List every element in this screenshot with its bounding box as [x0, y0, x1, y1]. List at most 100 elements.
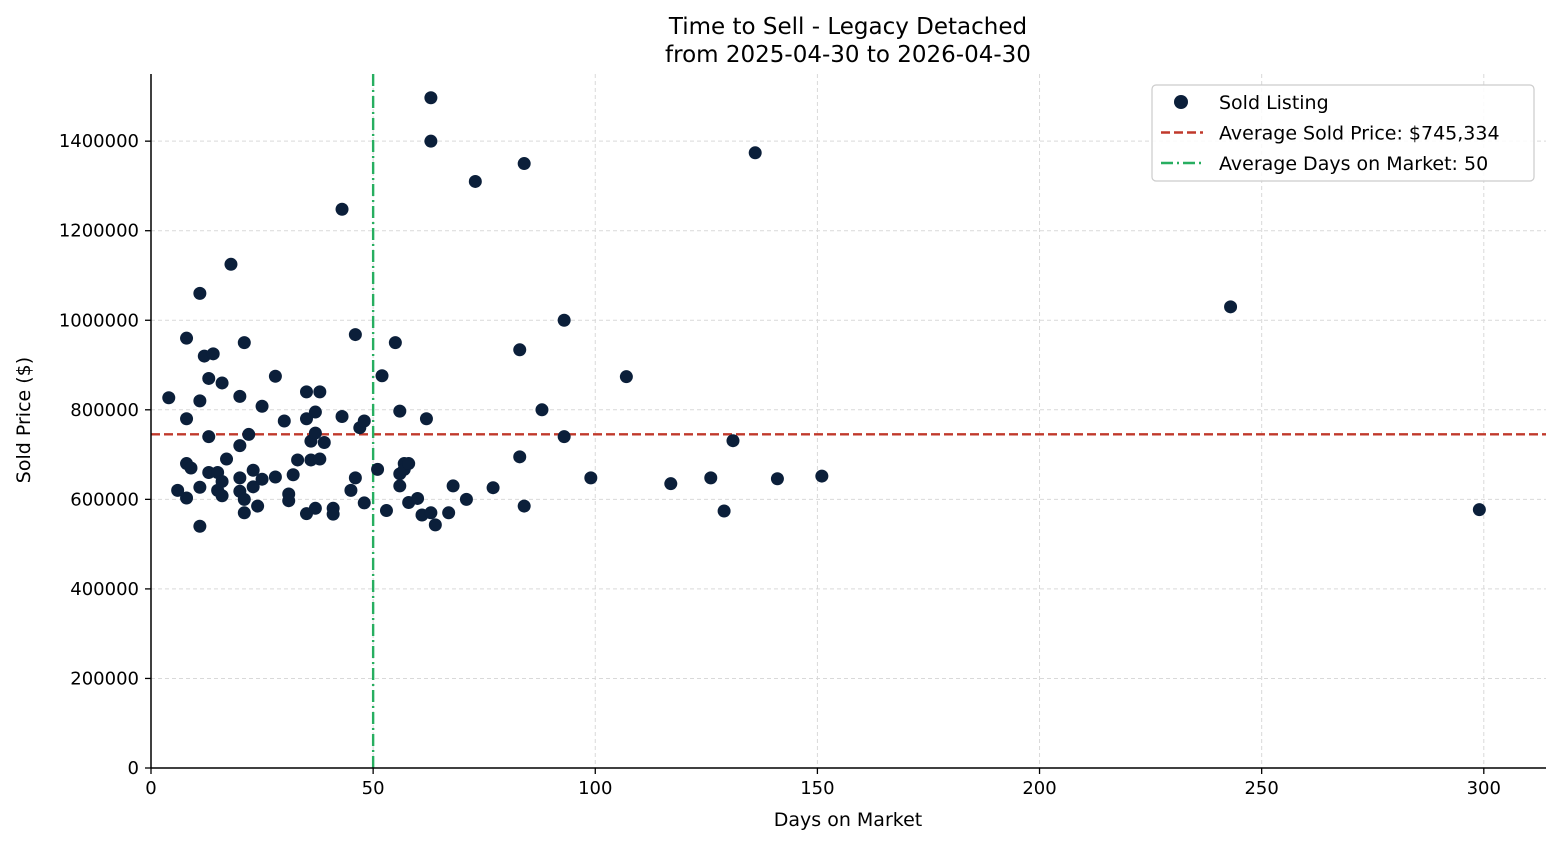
- data-point: [664, 477, 678, 491]
- data-point: [815, 469, 829, 483]
- data-point: [317, 435, 331, 449]
- data-point: [206, 347, 220, 361]
- legend-label: Average Sold Price: $745,334: [1219, 123, 1500, 145]
- y-tick-label: 400000: [70, 579, 139, 600]
- data-point: [357, 496, 371, 510]
- data-point: [180, 491, 194, 505]
- data-point: [726, 434, 740, 448]
- chart-title: Time to Sell - Legacy Detached: [668, 14, 1027, 40]
- data-point: [371, 462, 385, 476]
- data-point: [486, 481, 500, 495]
- data-point: [299, 412, 313, 426]
- x-tick-label: 0: [145, 778, 156, 799]
- y-tick-label: 800000: [70, 400, 139, 421]
- data-point: [326, 507, 340, 521]
- data-point: [424, 506, 438, 520]
- data-point: [215, 376, 229, 390]
- data-point: [517, 157, 531, 171]
- data-point: [393, 479, 407, 493]
- data-point: [717, 504, 731, 518]
- chart-subtitle: from 2025-04-30 to 2026-04-30: [665, 42, 1031, 68]
- data-point: [335, 202, 349, 216]
- data-point: [348, 471, 362, 485]
- data-point: [233, 389, 247, 403]
- data-point: [180, 331, 194, 345]
- data-point: [255, 472, 269, 486]
- data-point: [246, 480, 260, 494]
- data-point: [308, 426, 322, 440]
- y-tick-label: 200000: [70, 668, 139, 689]
- legend-marker-sold-listing: [1174, 95, 1188, 109]
- legend-box: [1151, 84, 1535, 182]
- data-point: [233, 439, 247, 453]
- x-tick-label: 50: [362, 778, 385, 799]
- legend-label: Average Days on Market: 50: [1219, 153, 1488, 175]
- data-point: [215, 489, 229, 503]
- data-point: [513, 450, 527, 464]
- data-point: [193, 394, 207, 408]
- data-point: [224, 257, 238, 271]
- data-point: [286, 468, 300, 482]
- data-point: [446, 479, 460, 493]
- data-point: [770, 472, 784, 486]
- data-point: [517, 499, 531, 513]
- data-point: [171, 483, 185, 497]
- data-point: [237, 492, 251, 506]
- data-point: [313, 385, 327, 399]
- data-point: [442, 506, 456, 520]
- data-point: [237, 506, 251, 520]
- data-point: [255, 399, 269, 413]
- data-point: [393, 404, 407, 418]
- data-point: [215, 474, 229, 488]
- data-point: [268, 369, 282, 383]
- x-tick-label: 150: [800, 778, 834, 799]
- y-tick-label: 1200000: [59, 221, 139, 242]
- data-point: [1224, 300, 1238, 314]
- data-point: [180, 412, 194, 426]
- data-point: [557, 430, 571, 444]
- data-point: [348, 328, 362, 342]
- data-point: [419, 412, 433, 426]
- data-point: [411, 491, 425, 505]
- x-axis-label: Days on Market: [774, 809, 922, 831]
- data-point: [277, 414, 291, 428]
- data-point: [193, 519, 207, 533]
- data-point: [388, 336, 402, 350]
- data-point: [513, 343, 527, 357]
- data-point: [313, 452, 327, 466]
- data-point: [428, 518, 442, 532]
- data-point: [220, 452, 234, 466]
- data-point: [459, 492, 473, 506]
- reference-lines-layer: [151, 74, 1546, 768]
- y-tick-label: 1400000: [59, 131, 139, 152]
- data-point: [202, 465, 216, 479]
- legend: Sold Listing Average Sold Price: $745,334…: [1151, 84, 1535, 182]
- x-tick-label: 100: [578, 778, 612, 799]
- data-point: [308, 405, 322, 419]
- data-point: [308, 501, 322, 515]
- data-point: [375, 369, 389, 383]
- data-point: [748, 146, 762, 160]
- data-point: [202, 371, 216, 385]
- x-tick-label: 200: [1022, 778, 1056, 799]
- y-tick-label: 0: [128, 758, 139, 779]
- data-point: [402, 457, 416, 471]
- data-point: [619, 370, 633, 384]
- data-point: [184, 461, 198, 475]
- data-point: [246, 463, 260, 477]
- data-point: [268, 470, 282, 484]
- data-point: [202, 430, 216, 444]
- points-layer: [162, 91, 1486, 533]
- data-point: [193, 286, 207, 300]
- x-tick-label: 300: [1467, 778, 1501, 799]
- data-point: [299, 385, 313, 399]
- y-axis-label: Sold Price ($): [13, 357, 35, 483]
- data-point: [357, 414, 371, 428]
- data-point: [379, 504, 393, 518]
- data-point: [704, 471, 718, 485]
- data-point: [424, 134, 438, 148]
- legend-label: Sold Listing: [1219, 92, 1329, 114]
- data-point: [1472, 503, 1486, 517]
- y-tick-label: 600000: [70, 489, 139, 510]
